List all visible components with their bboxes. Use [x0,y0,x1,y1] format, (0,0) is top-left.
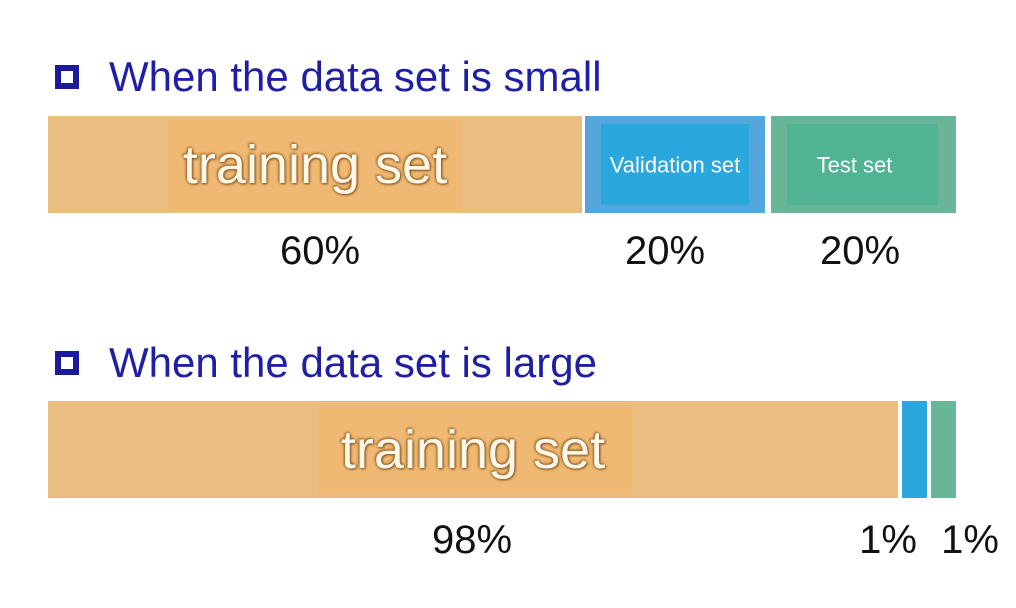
small-training-percent: 60% [279,229,361,273]
small-dataset-title: When the data set is small [109,53,602,100]
small-test-segment: Test set [771,116,956,213]
small-validation-label: Validation set [609,152,741,177]
small-validation-percent: 20% [624,229,706,273]
small-dataset-heading: When the data set is small [55,52,602,102]
square-bullet-icon [55,65,79,89]
small-training-label: training set [182,134,448,195]
large-dataset-heading: When the data set is large [55,338,597,388]
large-training-segment: training set [48,401,898,498]
large-dataset-title: When the data set is large [109,339,597,386]
small-training-segment: training set [48,116,582,213]
large-test-segment [931,401,956,498]
large-validation-percent: 1% [859,518,917,562]
small-validation-segment: Validation set [585,116,765,213]
large-test-percent: 1% [941,518,999,562]
small-test-label: Test set [816,152,893,177]
large-training-percent: 98% [431,518,513,562]
large-validation-segment [902,401,927,498]
small-test-percent: 20% [819,229,901,273]
small-split-bar: training set Validation set Test set [48,116,956,213]
square-bullet-icon [55,351,79,375]
large-split-bar: training set [48,401,956,498]
large-training-label: training set [340,419,606,480]
